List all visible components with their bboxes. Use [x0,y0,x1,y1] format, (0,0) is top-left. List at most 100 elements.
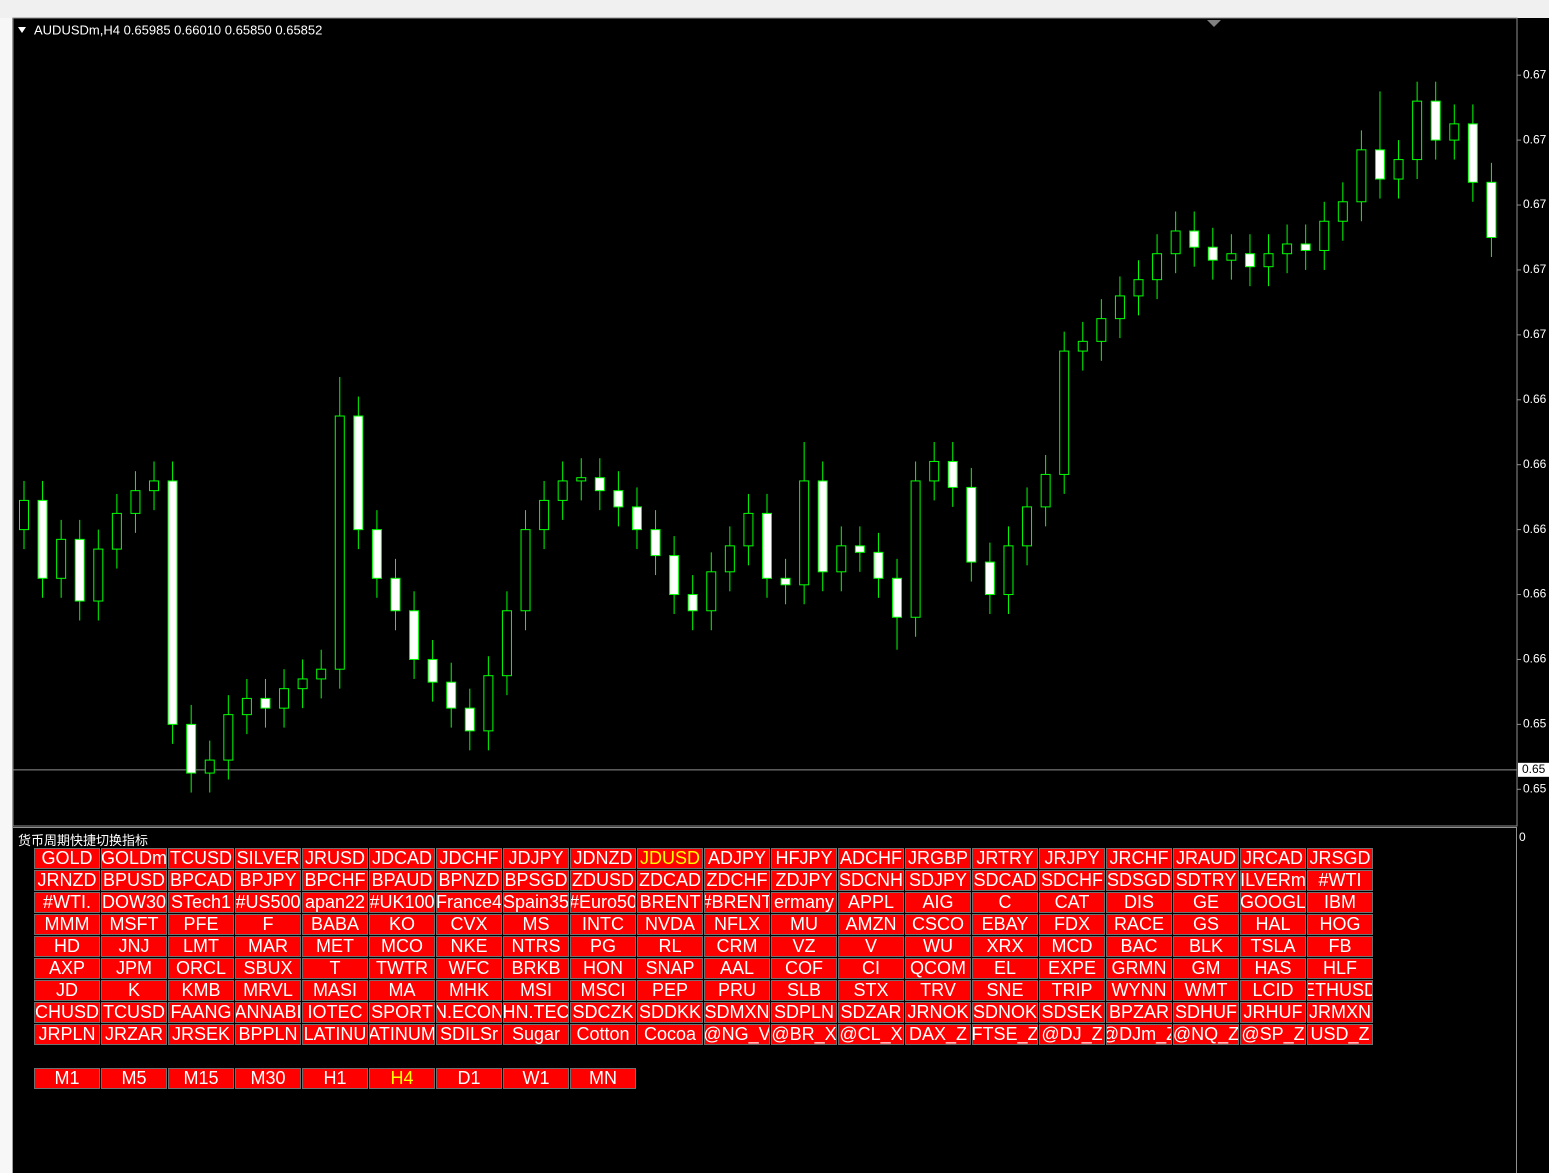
switch-button[interactable]: SDJPY [905,870,971,891]
switch-button[interactable]: ATINUM [369,1024,435,1045]
switch-button[interactable]: BPZAR [1106,1002,1172,1023]
switch-button[interactable]: WU [905,936,971,957]
switch-button[interactable]: JRZAR [101,1024,167,1045]
switch-button[interactable]: ZDCHF [704,870,770,891]
switch-button[interactable]: MRVL [235,980,301,1001]
switch-button[interactable]: FB [1307,936,1373,957]
switch-button[interactable]: T [302,958,368,979]
switch-button[interactable]: TWTR [369,958,435,979]
switch-button[interactable]: KMB [168,980,234,1001]
switch-button[interactable]: LMT [168,936,234,957]
switch-button[interactable]: GOLD [34,848,100,869]
switch-button[interactable]: HFJPY [771,848,837,869]
switch-button[interactable]: JRMXN [1307,1002,1373,1023]
switch-button[interactable]: DAX_Z [905,1024,971,1045]
switch-button[interactable]: GOLDm [101,848,167,869]
switch-button[interactable]: ZDCAD [637,870,703,891]
switch-button[interactable]: TSLA [1240,936,1306,957]
switch-button[interactable]: K [101,980,167,1001]
switch-button[interactable]: BPUSD [101,870,167,891]
switch-button[interactable]: SDILSr [436,1024,502,1045]
switch-button[interactable]: AIG [905,892,971,913]
switch-button[interactable]: ADJPY [704,848,770,869]
switch-button[interactable]: SDPLN [771,1002,837,1023]
switch-button[interactable]: BAC [1106,936,1172,957]
switch-button[interactable]: SDDKK [637,1002,703,1023]
switch-button[interactable]: FAANG [168,1002,234,1023]
switch-button[interactable]: MAR [235,936,301,957]
switch-button[interactable]: BPAUD [369,870,435,891]
switch-button[interactable]: JPM [101,958,167,979]
switch-button[interactable]: FTSE_Z [972,1024,1038,1045]
switch-button[interactable]: COF [771,958,837,979]
switch-button[interactable]: BPNZD [436,870,502,891]
switch-button[interactable]: SDCAD [972,870,1038,891]
switch-button[interactable]: Spain35 [503,892,569,913]
switch-button[interactable]: JRAUD [1173,848,1239,869]
switch-button[interactable]: SDCZK [570,1002,636,1023]
switch-button[interactable]: HON [570,958,636,979]
switch-button[interactable]: JRPLN [34,1024,100,1045]
switch-button[interactable]: JRNZD [34,870,100,891]
switch-button[interactable]: STech1 [168,892,234,913]
switch-button[interactable]: D1 [436,1068,502,1089]
switch-button[interactable]: BPCHF [302,870,368,891]
switch-button[interactable]: MU [771,914,837,935]
switch-button[interactable]: F [235,914,301,935]
switch-button[interactable]: WYNN [1106,980,1172,1001]
switch-button[interactable]: #WTI. [34,892,100,913]
switch-button[interactable]: LATINU [302,1024,368,1045]
switch-button[interactable]: INTC [570,914,636,935]
switch-button[interactable]: HAL [1240,914,1306,935]
switch-button[interactable]: BRENT [637,892,703,913]
switch-button[interactable]: SDHUF [1173,1002,1239,1023]
switch-button[interactable]: CHUSD [34,1002,100,1023]
switch-button[interactable]: STX [838,980,904,1001]
switch-button[interactable]: V [838,936,904,957]
switch-button[interactable]: ermany [771,892,837,913]
switch-button[interactable]: ADCHF [838,848,904,869]
switch-button[interactable]: France4 [436,892,502,913]
switch-button[interactable]: SDMXN [704,1002,770,1023]
switch-button[interactable]: JRHUF [1240,1002,1306,1023]
switch-button[interactable]: GE [1173,892,1239,913]
switch-button[interactable]: TRIP [1039,980,1105,1001]
switch-button[interactable]: M15 [168,1068,234,1089]
switch-button[interactable]: PG [570,936,636,957]
switch-button[interactable]: IOTEC [302,1002,368,1023]
switch-button[interactable]: BPCAD [168,870,234,891]
switch-button[interactable]: JDNZD [570,848,636,869]
switch-button[interactable]: JRNOK [905,1002,971,1023]
switch-button[interactable]: MS [503,914,569,935]
switch-button[interactable]: PEP [637,980,703,1001]
switch-button[interactable]: SDNOK [972,1002,1038,1023]
switch-button[interactable]: APPL [838,892,904,913]
switch-button[interactable]: MSFT [101,914,167,935]
switch-button[interactable]: JDUSD [637,848,703,869]
switch-button[interactable]: MHK [436,980,502,1001]
switch-button[interactable]: JRGBP [905,848,971,869]
switch-button[interactable]: @SP_Z [1240,1024,1306,1045]
switch-button[interactable]: MN [570,1068,636,1089]
switch-button[interactable]: BRKB [503,958,569,979]
switch-button[interactable]: JRJPY [1039,848,1105,869]
switch-button[interactable]: JD [34,980,100,1001]
switch-button[interactable]: MSCI [570,980,636,1001]
switch-button[interactable]: SLB [771,980,837,1001]
switch-button[interactable]: TCUSD [101,1002,167,1023]
switch-button[interactable]: HLF [1307,958,1373,979]
switch-button[interactable]: Sugar [503,1024,569,1045]
switch-button[interactable]: QCOM [905,958,971,979]
switch-button[interactable]: SDZAR [838,1002,904,1023]
switch-button[interactable]: @NQ_Z [1173,1024,1239,1045]
switch-button[interactable]: GRMN [1106,958,1172,979]
switch-button[interactable]: W1 [503,1068,569,1089]
switch-button[interactable]: BPPLN [235,1024,301,1045]
switch-button[interactable]: #US500 [235,892,301,913]
switch-button[interactable]: CSCO [905,914,971,935]
switch-button[interactable]: ETHUSD [1307,980,1373,1001]
switch-button[interactable]: JRUSD [302,848,368,869]
switch-button[interactable]: #Euro50 [570,892,636,913]
switch-button[interactable]: JRSGD [1307,848,1373,869]
switch-button[interactable]: WFC [436,958,502,979]
